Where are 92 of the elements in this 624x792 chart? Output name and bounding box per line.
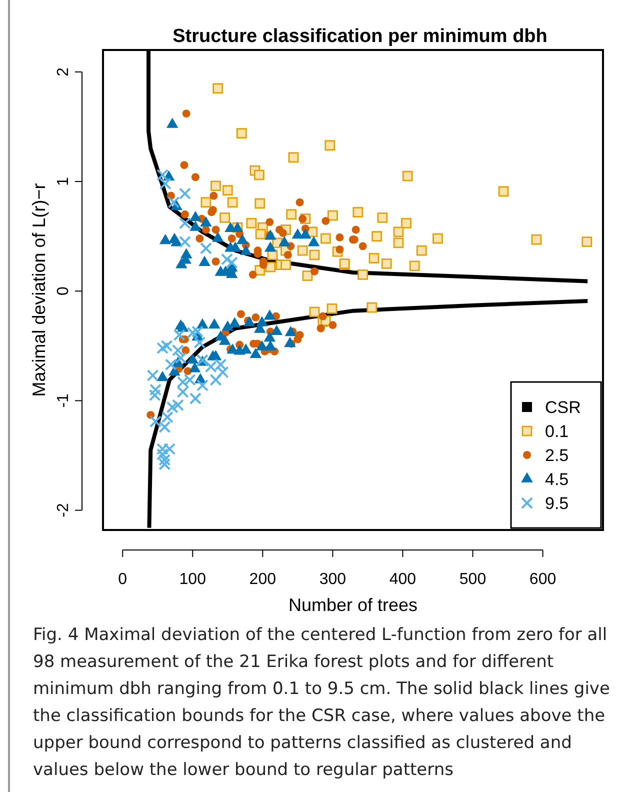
point bbox=[178, 217, 191, 230]
point bbox=[196, 379, 208, 392]
point bbox=[377, 212, 388, 223]
chart-title: Structure classification per minimum dbh bbox=[172, 26, 548, 47]
point bbox=[309, 306, 320, 318]
point bbox=[416, 245, 427, 256]
point bbox=[222, 185, 233, 196]
point bbox=[226, 256, 238, 269]
point bbox=[326, 303, 338, 314]
point bbox=[324, 140, 336, 151]
point bbox=[210, 180, 221, 192]
point bbox=[178, 188, 191, 200]
point bbox=[309, 250, 320, 260]
point bbox=[409, 260, 420, 272]
point bbox=[216, 366, 229, 378]
y-tick-label: -1 bbox=[55, 393, 72, 408]
point bbox=[280, 260, 291, 270]
point bbox=[176, 386, 189, 398]
legend-label: 0.1 bbox=[545, 422, 569, 441]
point bbox=[302, 270, 313, 281]
point bbox=[192, 326, 204, 338]
point bbox=[254, 170, 264, 180]
point bbox=[246, 218, 257, 228]
point bbox=[286, 209, 297, 220]
legend-label: CSR bbox=[545, 398, 581, 417]
point bbox=[156, 342, 169, 354]
point bbox=[164, 358, 177, 371]
point bbox=[401, 218, 412, 228]
x-tick-label: 300 bbox=[319, 571, 346, 588]
x-axis-title: Number of trees bbox=[288, 595, 418, 615]
legend-label: 4.5 bbox=[545, 470, 569, 489]
point bbox=[212, 83, 224, 94]
point bbox=[372, 231, 382, 242]
point bbox=[158, 420, 171, 433]
point bbox=[531, 234, 542, 245]
point bbox=[432, 233, 443, 244]
x-tick-label: 100 bbox=[179, 571, 206, 588]
point bbox=[166, 401, 178, 414]
point bbox=[150, 384, 162, 396]
point bbox=[189, 392, 202, 404]
point bbox=[220, 212, 230, 223]
point bbox=[210, 374, 222, 386]
point bbox=[160, 340, 173, 352]
x-tick-label: 200 bbox=[249, 571, 276, 588]
point bbox=[227, 197, 238, 208]
point bbox=[288, 152, 299, 163]
point bbox=[358, 269, 368, 280]
y-tick-label: 0 bbox=[55, 286, 72, 296]
point bbox=[178, 236, 191, 248]
point bbox=[297, 245, 308, 256]
point bbox=[254, 198, 266, 209]
point bbox=[194, 336, 206, 349]
point bbox=[582, 236, 592, 247]
x-tick-label: 600 bbox=[529, 571, 556, 588]
point bbox=[174, 352, 187, 364]
point bbox=[158, 454, 171, 466]
point bbox=[327, 210, 338, 221]
x-tick-label: 500 bbox=[459, 571, 486, 588]
point bbox=[156, 448, 169, 460]
point bbox=[200, 242, 212, 254]
y-tick-label: -2 bbox=[55, 503, 72, 518]
point bbox=[150, 416, 162, 428]
point bbox=[393, 238, 404, 248]
y-tick-label: 2 bbox=[55, 67, 72, 76]
point bbox=[368, 253, 380, 264]
point bbox=[393, 226, 404, 238]
point bbox=[158, 458, 171, 470]
point bbox=[381, 258, 392, 269]
point bbox=[156, 168, 169, 181]
caption: Fig. 4 Maximal deviation of the centered L-function from zero for all 98 measurement of the 21 Erika forest plots and for different minimum dbh ranging from 0.1 to 9.5 cm. The solid black lines give the classification bounds for the CSR case, where values above the upper bound correspond to patterns classified as clustered and values below the lower bound to regular patterns bbox=[33, 624, 611, 782]
y-axis-title: Maximal deviation of L(r)−r bbox=[29, 183, 49, 397]
point bbox=[148, 389, 161, 402]
point bbox=[172, 344, 184, 356]
point bbox=[161, 411, 174, 424]
point bbox=[352, 206, 364, 218]
x-tick-label: 0 bbox=[118, 571, 128, 588]
point bbox=[159, 178, 172, 190]
legend-label: 9.5 bbox=[545, 494, 569, 513]
point bbox=[220, 253, 233, 266]
point bbox=[366, 302, 378, 313]
point bbox=[236, 128, 247, 138]
point bbox=[402, 170, 413, 182]
x-tick-label: 400 bbox=[389, 571, 416, 588]
legend-label: 2.5 bbox=[545, 446, 569, 465]
y-tick-label: 1 bbox=[55, 176, 72, 186]
point bbox=[200, 197, 212, 208]
point bbox=[255, 228, 266, 240]
point bbox=[146, 369, 159, 382]
point bbox=[172, 399, 184, 412]
point bbox=[498, 186, 509, 197]
point bbox=[320, 233, 331, 244]
point bbox=[168, 196, 180, 208]
